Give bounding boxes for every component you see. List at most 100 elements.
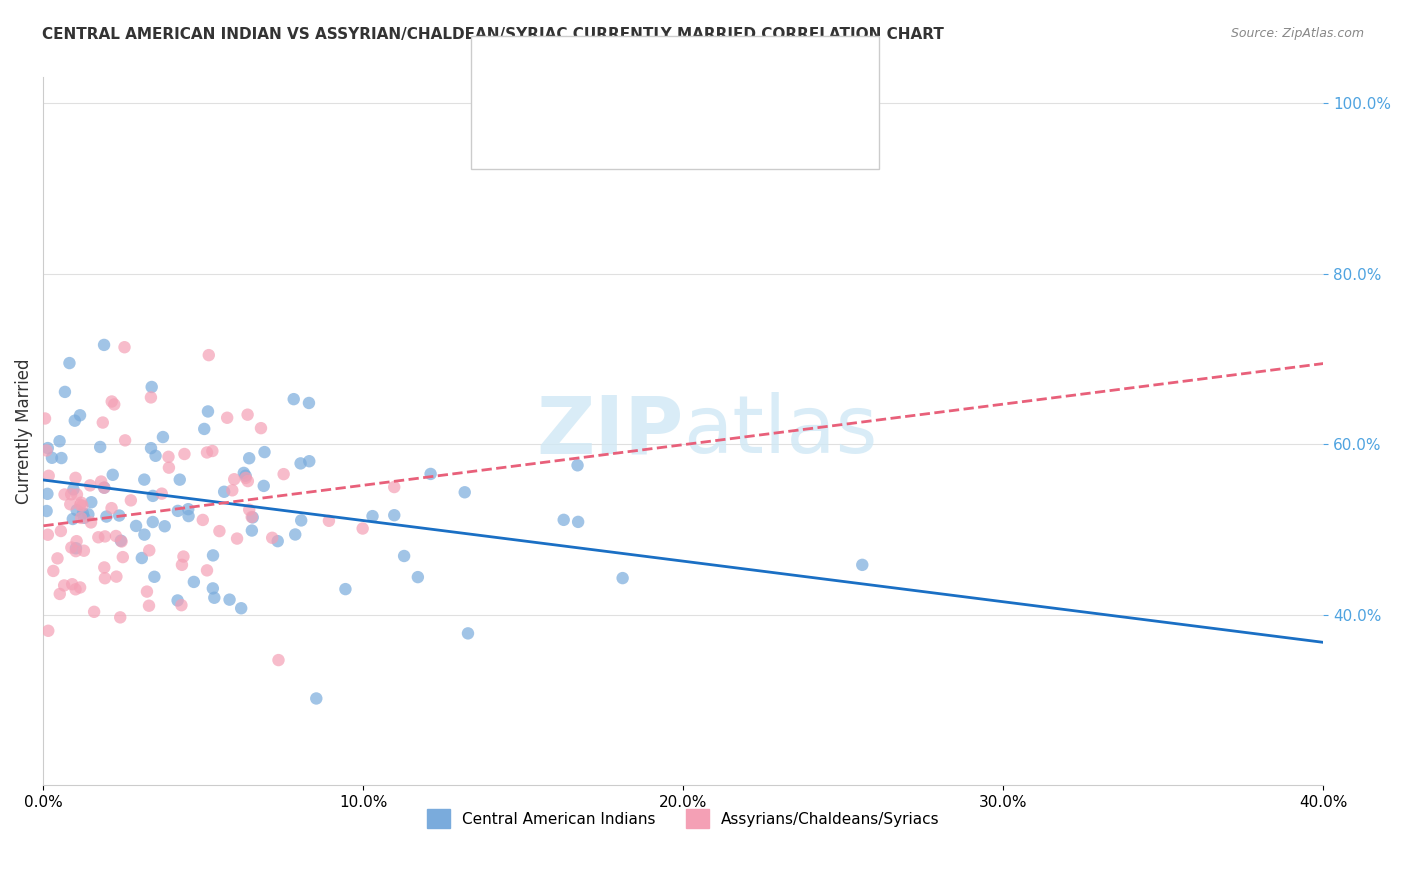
Point — [69, 498, 91, 512]
Point — [96, 509, 118, 524]
Point — [166, 593, 188, 607]
Point — [134, 527, 156, 541]
Point — [94, 571, 117, 585]
Point — [142, 515, 165, 529]
Point — [166, 504, 188, 518]
Point — [53, 487, 76, 501]
Point — [65, 582, 87, 597]
Point — [65, 541, 87, 556]
Point — [250, 421, 273, 435]
Point — [454, 485, 477, 500]
Point — [191, 513, 214, 527]
Point — [60, 487, 83, 501]
Point — [170, 598, 193, 612]
Point — [232, 466, 254, 480]
Point — [51, 451, 73, 466]
Point — [70, 496, 93, 510]
Point — [131, 551, 153, 566]
Point — [93, 338, 115, 352]
Point — [193, 422, 215, 436]
Point — [93, 560, 115, 574]
Point — [80, 516, 103, 530]
Point — [136, 584, 159, 599]
Point — [335, 582, 357, 596]
Point — [93, 481, 115, 495]
Point — [37, 487, 59, 501]
Text: R =  0.274    N = 80: R = 0.274 N = 80 — [538, 113, 721, 128]
Point — [217, 410, 239, 425]
Point — [72, 507, 94, 521]
Point — [318, 514, 340, 528]
Point — [173, 447, 195, 461]
Point — [361, 509, 384, 524]
Point — [224, 472, 246, 486]
Point — [46, 551, 69, 566]
Point — [202, 549, 225, 563]
Point — [141, 380, 163, 394]
Point — [419, 467, 441, 481]
Point — [59, 497, 82, 511]
Point — [238, 502, 260, 516]
Point — [69, 581, 91, 595]
Point — [218, 592, 240, 607]
Point — [177, 509, 200, 524]
Point — [62, 512, 84, 526]
Point — [290, 513, 312, 527]
Point — [104, 529, 127, 543]
Point — [382, 480, 405, 494]
Point — [66, 503, 89, 517]
Point — [267, 534, 290, 549]
Point — [157, 450, 180, 464]
Point — [60, 577, 83, 591]
Point — [53, 578, 76, 592]
Point — [69, 409, 91, 423]
Point — [142, 489, 165, 503]
Point — [73, 511, 96, 525]
Point — [89, 440, 111, 454]
Point — [73, 543, 96, 558]
Point — [177, 502, 200, 516]
Point — [567, 515, 589, 529]
Text: ZIP: ZIP — [536, 392, 683, 470]
Point — [37, 624, 59, 638]
Point — [60, 541, 83, 555]
Point — [114, 434, 136, 448]
Point — [240, 524, 263, 538]
Point — [197, 404, 219, 418]
Point — [138, 543, 160, 558]
Point — [406, 570, 429, 584]
Text: R = -0.273    N = 79: R = -0.273 N = 79 — [538, 69, 721, 83]
Point — [53, 384, 76, 399]
Point — [77, 508, 100, 522]
Point — [114, 340, 136, 354]
Point — [37, 527, 59, 541]
Point — [305, 691, 328, 706]
Point — [238, 451, 260, 466]
Point — [152, 430, 174, 444]
Point — [63, 414, 86, 428]
Point — [157, 460, 180, 475]
Point — [170, 558, 193, 572]
Point — [153, 519, 176, 533]
Legend: Central American Indians, Assyrians/Chaldeans/Syriacs: Central American Indians, Assyrians/Chal… — [420, 803, 946, 834]
Point — [90, 475, 112, 489]
Point — [49, 587, 72, 601]
Point — [41, 450, 63, 465]
Point — [267, 653, 290, 667]
Point — [145, 449, 167, 463]
Point — [201, 582, 224, 596]
Point — [231, 601, 253, 615]
Point — [65, 471, 87, 485]
Point — [236, 408, 259, 422]
Point — [35, 504, 58, 518]
Point — [139, 391, 162, 405]
Point — [283, 392, 305, 406]
Point — [91, 416, 114, 430]
Point — [262, 531, 284, 545]
Point — [273, 467, 295, 482]
Text: CENTRAL AMERICAN INDIAN VS ASSYRIAN/CHALDEAN/SYRIAC CURRENTLY MARRIED CORRELATIO: CENTRAL AMERICAN INDIAN VS ASSYRIAN/CHAL… — [42, 27, 943, 42]
Point — [284, 527, 307, 541]
Y-axis label: Currently Married: Currently Married — [15, 359, 32, 504]
Point — [79, 478, 101, 492]
Point — [195, 563, 218, 577]
